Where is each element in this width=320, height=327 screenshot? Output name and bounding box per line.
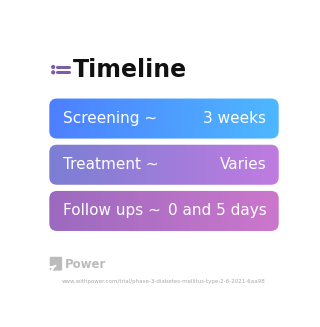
Text: www.withpower.com/trial/phase-3-diabetes-mellitus-type-2-6-2021-6aa98: www.withpower.com/trial/phase-3-diabetes… — [62, 279, 266, 284]
Text: Screening ~: Screening ~ — [63, 111, 157, 126]
Text: Follow ups ~: Follow ups ~ — [63, 203, 161, 218]
Text: Treatment ~: Treatment ~ — [63, 157, 159, 172]
FancyBboxPatch shape — [50, 257, 62, 271]
Text: 3 weeks: 3 weeks — [203, 111, 266, 126]
Circle shape — [52, 71, 55, 74]
Text: Power: Power — [65, 258, 106, 270]
Circle shape — [52, 66, 55, 68]
Text: Timeline: Timeline — [73, 58, 188, 82]
Text: Varies: Varies — [220, 157, 266, 172]
Text: 0 and 5 days: 0 and 5 days — [168, 203, 266, 218]
